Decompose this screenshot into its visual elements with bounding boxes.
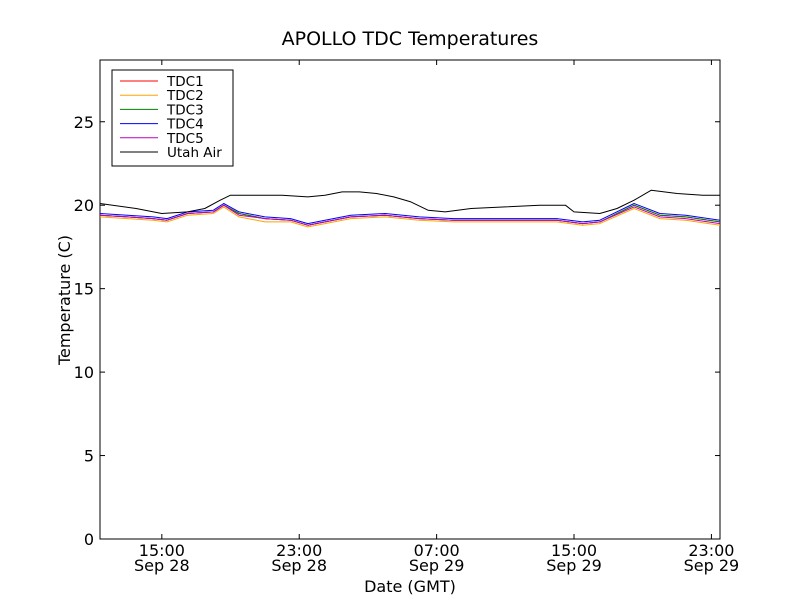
legend-box bbox=[111, 69, 234, 167]
y-tick-label: 20 bbox=[74, 196, 94, 215]
y-tick-label: 5 bbox=[84, 447, 94, 466]
plot-area-frame bbox=[99, 59, 721, 540]
legend-label-tdc3: TDC3 bbox=[166, 102, 204, 118]
y-tick-label: 0 bbox=[84, 530, 94, 549]
x-tick-label-time: 23:00 bbox=[276, 541, 322, 560]
series-lines bbox=[99, 189, 721, 228]
legend-label-tdc2: TDC2 bbox=[166, 88, 204, 104]
chart-title: APOLLO TDC Temperatures bbox=[282, 28, 539, 50]
y-tick-label: 10 bbox=[74, 363, 94, 382]
x-tick-label-time: 07:00 bbox=[414, 541, 460, 560]
legend-label-tdc4: TDC4 bbox=[166, 117, 204, 133]
y-tick-label: 25 bbox=[74, 113, 94, 132]
y-axis-ticks: 0 5 10 15 20 25 bbox=[74, 113, 720, 549]
series-line-utah-air bbox=[99, 189, 720, 214]
x-tick-label-date: Sep 29 bbox=[409, 556, 465, 575]
x-tick-label-date: Sep 28 bbox=[134, 556, 190, 575]
y-tick-label: 15 bbox=[74, 280, 94, 299]
legend-label-tdc5: TDC5 bbox=[166, 131, 204, 147]
x-axis-label: Date (GMT) bbox=[364, 577, 456, 596]
x-tick-label-date: Sep 29 bbox=[546, 556, 602, 575]
x-tick-label-date: Sep 29 bbox=[684, 556, 740, 575]
x-tick-label-time: 23:00 bbox=[688, 541, 734, 560]
x-tick-label-time: 15:00 bbox=[551, 541, 597, 560]
y-axis-label: Temperature (C) bbox=[55, 235, 74, 366]
legend-label-tdc1: TDC1 bbox=[166, 74, 204, 90]
x-tick-label-time: 15:00 bbox=[139, 541, 185, 560]
series-line-tdc2 bbox=[99, 206, 721, 228]
x-tick-label-date: Sep 28 bbox=[271, 556, 327, 575]
legend-label-utah-air: Utah Air bbox=[167, 145, 222, 161]
series-line-tdc5 bbox=[99, 204, 721, 226]
